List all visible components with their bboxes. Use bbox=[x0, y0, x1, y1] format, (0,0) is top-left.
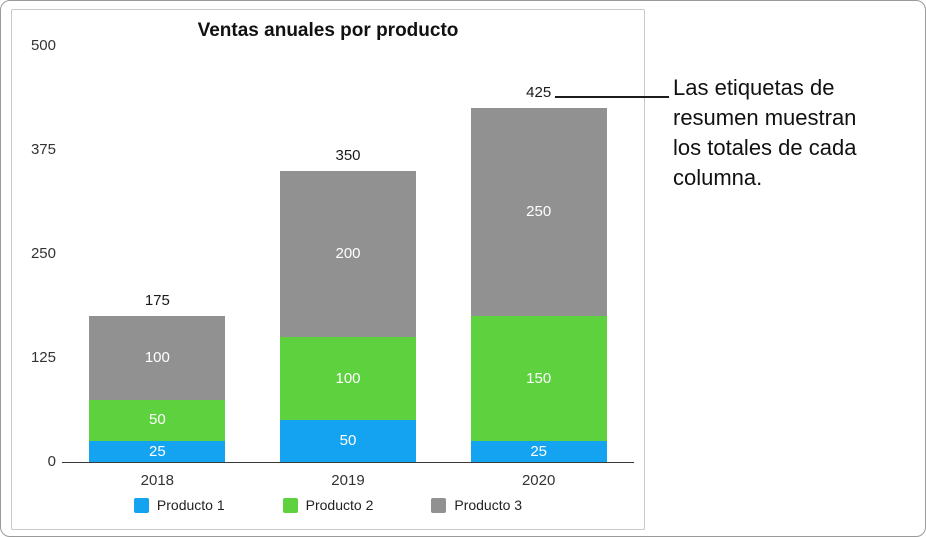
legend-item: Producto 1 bbox=[133, 497, 225, 513]
x-axis-line bbox=[62, 462, 634, 463]
legend-label: Producto 3 bbox=[454, 497, 523, 513]
category-label: 2019 bbox=[331, 472, 365, 489]
total-label: 425 bbox=[526, 84, 552, 102]
legend-label: Producto 1 bbox=[156, 497, 225, 513]
chart-panel: Ventas anuales por producto 0 125 250 375 50… bbox=[11, 9, 645, 530]
bar-segment bbox=[280, 337, 416, 421]
annotation-line: Las etiquetas de bbox=[673, 75, 835, 100]
y-tick-label: 0 bbox=[47, 453, 56, 470]
bar-segment bbox=[470, 441, 607, 462]
segment-value-label: 50 bbox=[339, 432, 357, 450]
annotation-line: los totales de cada bbox=[673, 135, 857, 160]
total-label: 175 bbox=[144, 292, 170, 310]
category-label: 2018 bbox=[140, 472, 175, 489]
segment-value-label: 150 bbox=[526, 369, 552, 387]
segment-value-label: 200 bbox=[335, 245, 361, 262]
legend-swatch bbox=[431, 497, 447, 513]
bar-segment bbox=[280, 420, 416, 462]
legend-swatch bbox=[282, 497, 298, 513]
legend-label: Producto 2 bbox=[305, 497, 374, 513]
y-tick-label: 250 bbox=[30, 245, 56, 262]
bar-segment bbox=[89, 441, 226, 462]
legend-item: Producto 3 bbox=[431, 497, 522, 513]
chart-legend: Producto 1 Producto 2 Producto 3 bbox=[12, 497, 644, 513]
annotation-connector-line bbox=[555, 96, 669, 98]
plot-area: 0 125 250 375 500 25 50 100 175 2018 50 100 200 350 20… bbox=[12, 10, 644, 529]
segment-value-label: 25 bbox=[530, 442, 547, 460]
segment-value-label: 100 bbox=[144, 349, 170, 366]
annotation-line: resumen muestran bbox=[673, 105, 857, 130]
bar-segment bbox=[470, 108, 607, 317]
segment-value-label: 100 bbox=[335, 369, 361, 387]
legend-item: Producto 2 bbox=[282, 497, 374, 513]
segment-value-label: 25 bbox=[148, 442, 166, 460]
legend-swatch bbox=[133, 497, 149, 513]
bar-segment bbox=[89, 316, 226, 400]
segment-value-label: 50 bbox=[148, 411, 166, 429]
category-label: 2020 bbox=[521, 472, 556, 489]
total-label: 350 bbox=[335, 146, 361, 164]
annotation-text: Las etiquetas de resumen muestran los tota… bbox=[673, 73, 919, 193]
chart-title: Ventas anuales por producto bbox=[197, 20, 459, 41]
y-tick-label: 125 bbox=[30, 349, 56, 366]
annotation-line: columna. bbox=[673, 165, 763, 190]
bar-segment bbox=[280, 170, 416, 338]
bar-segment bbox=[89, 399, 226, 442]
segment-value-label: 250 bbox=[526, 203, 552, 221]
y-tick-label: 375 bbox=[30, 141, 56, 158]
y-tick-label: 500 bbox=[30, 37, 56, 54]
bar-segment bbox=[470, 316, 607, 442]
